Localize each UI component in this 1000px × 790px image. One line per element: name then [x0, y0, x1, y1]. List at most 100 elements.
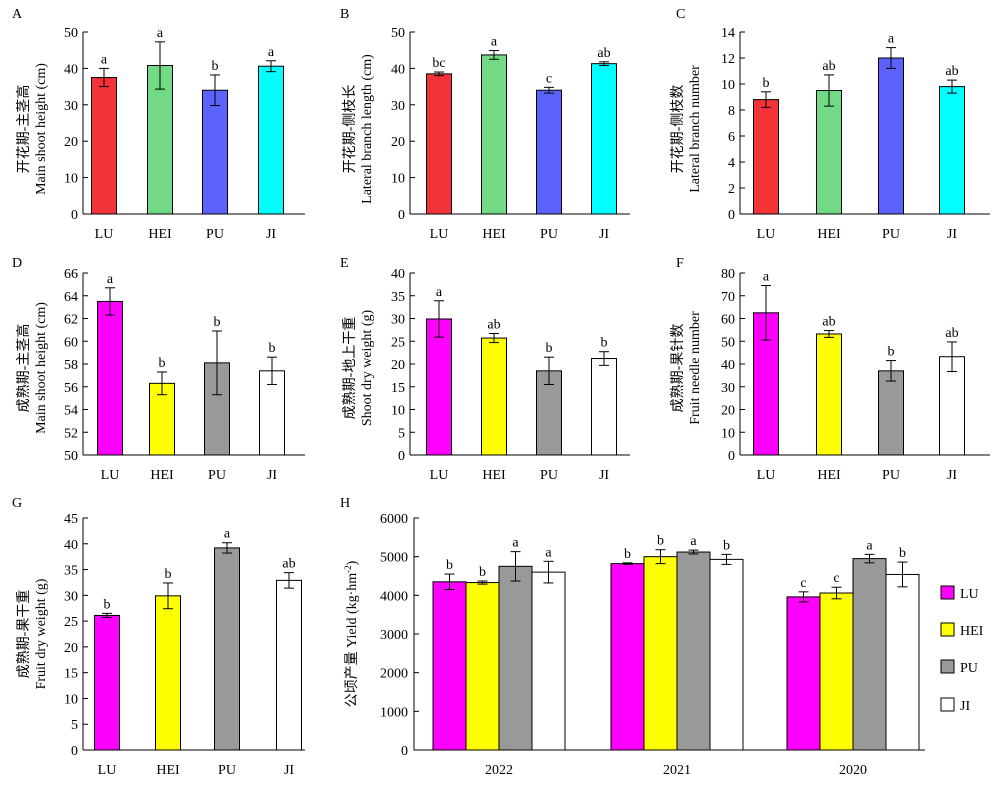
bar-LU: [91, 77, 117, 215]
bar-LU: [753, 99, 779, 215]
y-tick-label: 0: [71, 208, 78, 223]
bar-HEI: [816, 90, 842, 215]
bar-HEI: [816, 333, 842, 456]
significance-letter: b: [763, 76, 770, 91]
y-tick-label: 50: [721, 335, 735, 350]
significance-letter: b: [479, 565, 486, 580]
y-tick-label: 4000: [380, 589, 408, 604]
y-axis-label-en: Lateral branch length (cm): [360, 54, 375, 204]
significance-letter: ab: [945, 64, 958, 79]
significance-letter: b: [165, 567, 172, 582]
y-axis-label-cn: 成熟期-地上干重: [342, 317, 358, 420]
y-tick-label: 50: [64, 449, 78, 464]
x-tick-label: 2022: [485, 763, 513, 778]
x-tick-label: PU: [206, 227, 224, 242]
x-tick-label: LU: [98, 763, 117, 778]
significance-letter: b: [446, 558, 453, 573]
bar-PU: [878, 370, 904, 456]
y-tick-label: 6: [728, 130, 735, 145]
y-tick-label: 70: [721, 290, 735, 305]
significance-letter: b: [214, 315, 221, 330]
bar-JI: [591, 358, 617, 456]
legend-label: LU: [960, 587, 979, 602]
y-tick-label: 10: [64, 692, 78, 707]
panel-letter: H: [340, 496, 350, 511]
y-axis-label-cn: 成熟期-果针数: [670, 324, 686, 413]
y-axis-label-sup: -2: [343, 565, 353, 573]
y-tick-label: 30: [64, 589, 78, 604]
significance-letter: a: [763, 270, 770, 285]
significance-letter: a: [690, 534, 697, 549]
panel-D: D 50 52 54 56 58 60 62 64 66 成熟期-主茎高 Main shoot hei…: [12, 256, 305, 483]
bar-HEI: [147, 64, 173, 215]
y-tick-label: 30: [391, 313, 405, 328]
y-axis-label-en: Yield: [345, 614, 360, 648]
y-tick-label: 14: [721, 26, 735, 41]
x-tick-label: JI: [284, 763, 294, 778]
x-tick-label: JI: [947, 227, 957, 242]
x-tick-label: 2021: [663, 763, 691, 778]
bar-LU-2020: [786, 596, 821, 751]
significance-letter: ab: [487, 318, 500, 333]
panel-letter: B: [340, 7, 349, 22]
significance-letter: a: [545, 545, 552, 560]
y-axis-label-cn: 开花期-侧枝长: [342, 85, 358, 174]
y-axis-label-cn: 成熟期-主茎高: [15, 324, 32, 413]
significance-letter: b: [269, 341, 276, 356]
y-tick-label: 10: [721, 426, 735, 441]
bar-HEI: [481, 337, 507, 456]
y-tick-label: 52: [64, 426, 78, 441]
y-tick-label: 5000: [380, 551, 408, 566]
x-tick-label: JI: [266, 227, 276, 242]
y-axis-label-cn: 开花期-侧枝数: [670, 85, 686, 174]
x-tick-label: LU: [757, 468, 776, 483]
x-tick-label: LU: [430, 227, 449, 242]
panel-letter: E: [340, 256, 349, 271]
significance-letter: b: [899, 546, 906, 561]
y-tick-label: 8: [728, 104, 735, 119]
significance-letter: ab: [822, 315, 835, 330]
y-tick-label: 15: [391, 381, 405, 396]
legend-label: PU: [960, 661, 978, 676]
y-tick-label: 10: [721, 78, 735, 93]
legend-swatch-PU: [940, 659, 955, 674]
panel-letter: A: [12, 7, 23, 22]
y-axis-label-cn: 公顷产量: [344, 648, 360, 708]
bar-PU: [878, 57, 904, 215]
legend-swatch-LU: [940, 585, 955, 600]
panel-B: B 0 10 20 30 40 50 开花期-侧枝长 Lateral branch length…: [340, 7, 630, 242]
x-tick-label: HEI: [817, 227, 841, 242]
x-tick-label: PU: [540, 468, 558, 483]
panel-C: C 0 2 4 6 8 10 12 14 开花期-侧枝数 Lateral branch number…: [670, 7, 990, 242]
x-tick-label: LU: [95, 227, 114, 242]
x-tick-label: HEI: [482, 227, 506, 242]
bar-HEI: [155, 595, 181, 751]
bar-JI: [276, 579, 302, 751]
y-tick-label: 30: [64, 99, 78, 114]
y-axis-label-unit: (kg·hm: [345, 573, 360, 614]
y-tick-label: 45: [64, 512, 78, 527]
panel-F: F 0 10 20 30 40 50 60 70 80 成熟期-果针数 Fruit needle nu…: [670, 256, 990, 483]
significance-letter: ab: [597, 46, 610, 61]
significance-letter: a: [224, 527, 231, 542]
y-axis-label-en: Lateral branch number: [688, 65, 703, 193]
y-tick-label: 40: [64, 62, 78, 77]
y-tick-label: 25: [64, 615, 78, 630]
bar-JI: [939, 86, 965, 215]
bar-JI: [591, 63, 617, 215]
x-tick-label: PU: [882, 227, 900, 242]
y-tick-label: 54: [64, 404, 78, 419]
y-tick-label: 0: [401, 744, 408, 759]
y-tick-label: 4: [728, 156, 735, 171]
x-tick-label: 2020: [839, 763, 867, 778]
y-tick-label: 30: [391, 99, 405, 114]
bar-LU: [426, 318, 452, 456]
significance-letter: ab: [945, 326, 958, 341]
panel-A: A 0 10 20 30 40 50 开花期-主茎高 Main shoot height (cm…: [12, 7, 305, 242]
significance-letter: c: [800, 576, 806, 591]
y-tick-label: 3000: [380, 628, 408, 643]
significance-letter: bc: [432, 56, 445, 71]
y-tick-label: 2000: [380, 667, 408, 682]
significance-letter: b: [601, 336, 608, 351]
